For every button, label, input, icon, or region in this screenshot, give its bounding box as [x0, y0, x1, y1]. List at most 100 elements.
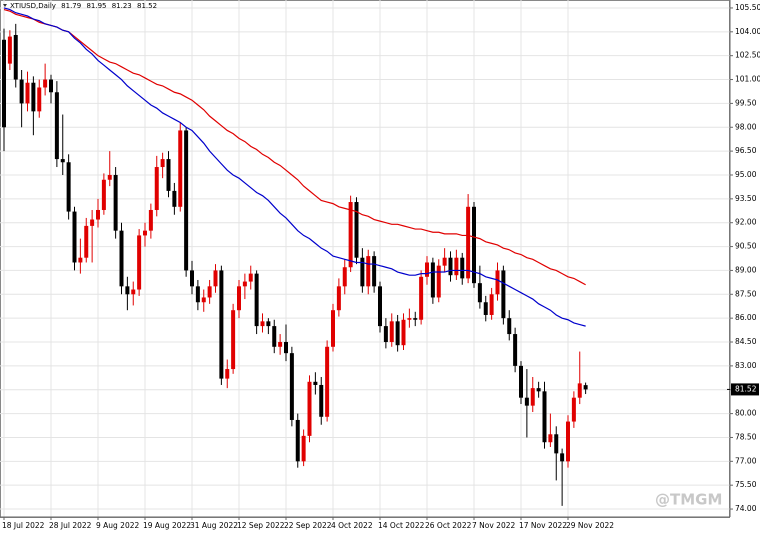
open-value: 81.79 — [61, 2, 81, 10]
candle-body — [219, 270, 224, 379]
candle-body — [54, 92, 59, 160]
y-tick-label: 102.50 — [735, 51, 760, 60]
candle-body — [354, 202, 359, 258]
candle-body — [254, 273, 259, 327]
candle-body — [160, 159, 165, 168]
candle-body — [301, 435, 306, 462]
y-tick-label: 101.00 — [735, 75, 760, 84]
candle-body — [472, 206, 476, 284]
candle-body — [413, 318, 418, 320]
candle-body — [78, 257, 83, 263]
candle-body — [325, 346, 330, 417]
candle-body — [430, 262, 435, 298]
candle-body — [184, 130, 189, 271]
candle-body — [7, 36, 12, 64]
y-tick-label: 90.50 — [735, 242, 757, 251]
menu-arrow[interactable] — [3, 4, 7, 7]
candle-body — [178, 130, 183, 207]
candle-body — [571, 397, 576, 422]
x-tick-label: 29 Nov 2022 — [566, 521, 614, 530]
candle-body — [383, 326, 388, 343]
watermark: @TMGM — [655, 491, 722, 509]
candle-body — [231, 310, 236, 370]
y-tick-label: 84.50 — [735, 337, 757, 346]
low-value: 81.23 — [112, 2, 132, 10]
candle-body — [72, 211, 77, 263]
y-tick-label: 105.50 — [735, 3, 760, 12]
candle-body — [37, 87, 42, 112]
candle-body — [477, 283, 482, 303]
candle-body — [442, 257, 447, 266]
candle-body — [172, 190, 177, 207]
candle-body — [131, 289, 136, 295]
candle-body — [360, 257, 365, 287]
candle-body — [260, 321, 265, 327]
candle-body — [501, 270, 506, 319]
x-tick-label: 19 Aug 2022 — [143, 521, 191, 530]
y-tick-label: 87.50 — [735, 289, 757, 298]
candle-body — [389, 321, 394, 343]
candle-body — [372, 256, 377, 287]
candle-body — [242, 281, 247, 287]
candle-body — [378, 286, 382, 327]
candle-body — [313, 381, 318, 385]
candle-body — [207, 286, 212, 298]
last-price-label: 81.52 — [735, 384, 757, 393]
candle-body — [272, 326, 277, 347]
candle-body — [460, 257, 465, 279]
candle-body — [278, 342, 283, 347]
candle-body — [495, 270, 500, 295]
candle-body — [524, 397, 529, 406]
candle-body — [348, 202, 353, 268]
x-tick-label: 4 Oct 2022 — [331, 521, 373, 530]
candle-body — [566, 421, 570, 462]
candle-body — [213, 270, 218, 287]
candle-body — [536, 388, 541, 392]
candle-body — [454, 257, 459, 276]
candle-body — [19, 79, 24, 104]
candle-body — [401, 319, 406, 346]
candle-body — [466, 206, 471, 279]
candle-body — [190, 270, 194, 287]
symbol-header: XTIUSD,Daily 81.79 81.95 81.23 81.52 — [10, 2, 157, 10]
candle-body — [248, 273, 253, 282]
candle-body — [577, 383, 582, 398]
x-tick-label: 18 Jul 2022 — [2, 521, 45, 530]
candle-body — [113, 174, 118, 231]
candle-body — [295, 419, 300, 462]
candle-body — [25, 82, 30, 104]
candle-body — [448, 257, 453, 276]
candle-body — [43, 79, 48, 88]
candle-body — [436, 265, 441, 298]
candle-body — [289, 353, 294, 420]
candle-body — [331, 310, 335, 347]
y-tick-label: 75.50 — [735, 480, 757, 489]
x-tick-label: 17 Nov 2022 — [519, 521, 567, 530]
candle-body — [101, 179, 106, 210]
candle-body — [336, 286, 341, 311]
candle-body — [96, 209, 100, 220]
x-tick-label: 31 Aug 2022 — [190, 521, 238, 530]
candle-body — [137, 235, 142, 290]
x-tick-label: 28 Jul 2022 — [49, 521, 92, 530]
candle-body — [395, 321, 400, 346]
candle-body — [66, 162, 71, 212]
candle-body — [49, 79, 53, 93]
candle-body — [342, 267, 347, 287]
candle-body — [583, 385, 588, 390]
y-tick-label: 96.50 — [735, 146, 757, 155]
y-tick-label: 77.00 — [735, 456, 757, 465]
y-tick-label: 99.50 — [735, 98, 757, 107]
candle-body — [560, 453, 565, 462]
symbol: XTIUSD,Daily — [10, 2, 56, 10]
moving-average — [3, 8, 586, 286]
high-value: 81.95 — [86, 2, 106, 10]
x-tick-label: 26 Oct 2022 — [425, 521, 472, 530]
candle-body — [2, 39, 6, 128]
candle-body — [31, 82, 36, 112]
plot — [2, 7, 588, 506]
y-tick-label: 80.00 — [735, 409, 757, 418]
candle-body — [307, 381, 312, 436]
